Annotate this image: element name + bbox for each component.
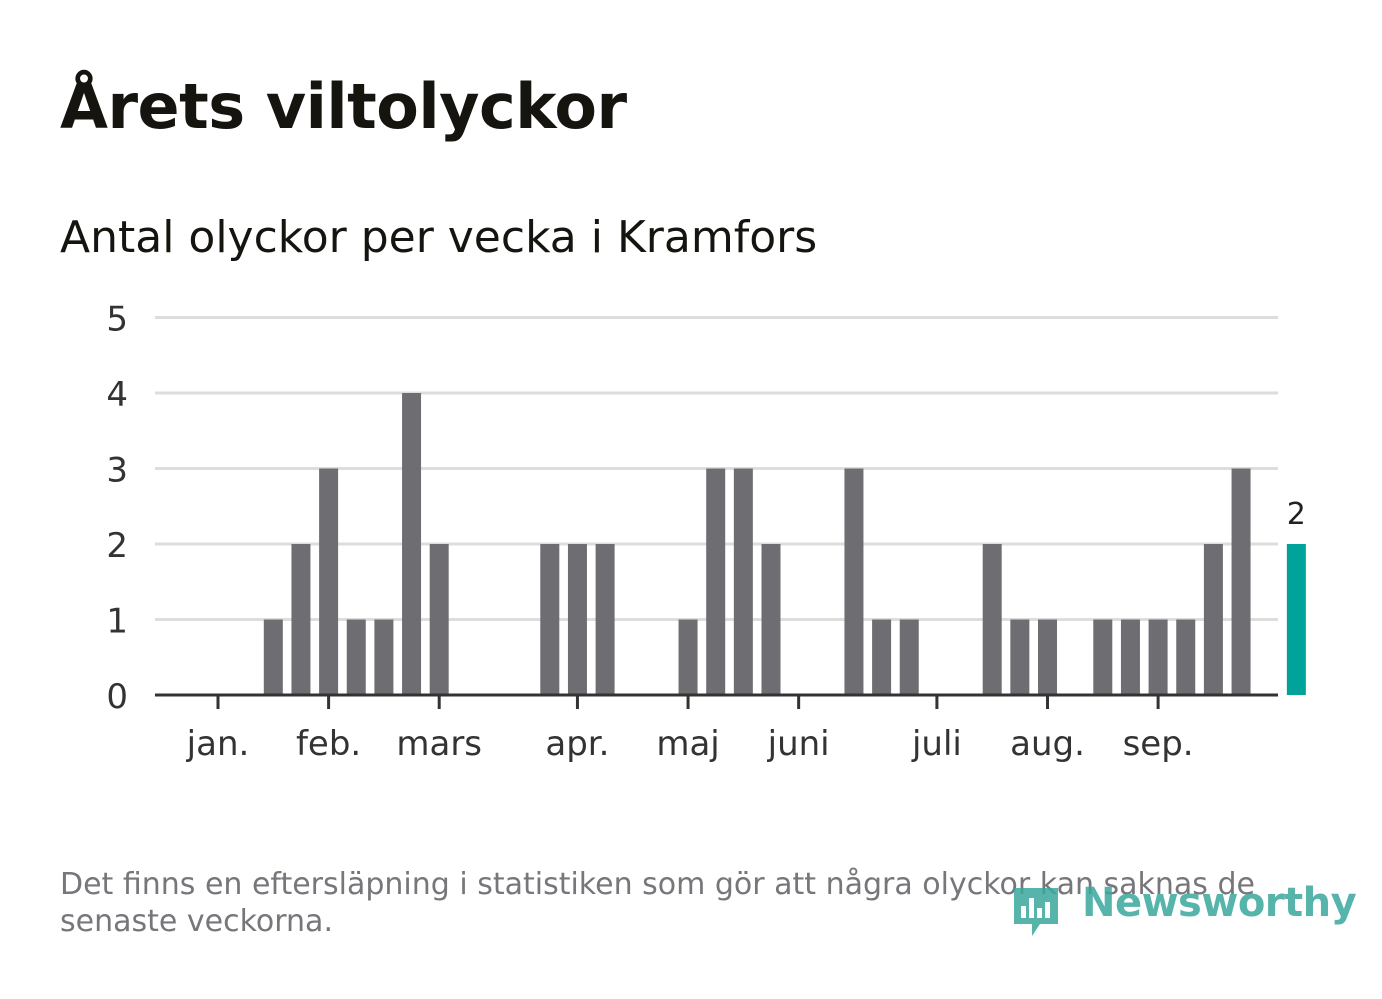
data-label: 2 [1287, 497, 1306, 532]
bar [1203, 544, 1223, 695]
bar [706, 468, 726, 695]
brand-name: Newsworthy [1082, 880, 1357, 926]
bars [263, 393, 1306, 695]
bar [540, 544, 560, 695]
y-tick-label: 5 [106, 300, 128, 340]
bar [982, 544, 1002, 695]
bar [899, 619, 919, 695]
bar [595, 544, 615, 695]
bar [1093, 619, 1113, 695]
y-tick-label: 0 [106, 677, 128, 717]
newsworthy-logo: Newsworthy [1010, 878, 1357, 944]
bar [733, 468, 753, 695]
bar [1120, 619, 1140, 695]
y-tick-label: 1 [106, 602, 128, 642]
bar [1010, 619, 1030, 695]
bar [844, 468, 864, 695]
bar [319, 468, 339, 695]
bar [1038, 619, 1057, 695]
bar [1148, 619, 1168, 695]
chart-title: Årets viltolyckor [60, 70, 627, 143]
bar [567, 544, 587, 695]
bar [761, 544, 781, 695]
bar-highlight [1286, 544, 1306, 695]
y-tick-label: 2 [106, 526, 128, 566]
labels: 0 1 2 3 4 5 2 jan. feb. mars apr. maj juni juli aug. se… [106, 300, 1306, 765]
x-tick-label: juli [911, 724, 962, 764]
y-tick-label: 4 [106, 375, 128, 415]
bar-chart: 0 1 2 3 4 5 2 jan. feb. mars apr. maj juni juli aug. se… [106, 300, 1306, 765]
bar [678, 619, 698, 695]
chart-subtitle: Antal olyckor per vecka i Kramfors [60, 212, 818, 263]
x-tick-label: maj [656, 724, 719, 764]
y-tick-label: 3 [106, 451, 128, 491]
bar [1176, 619, 1196, 695]
bar [346, 619, 366, 695]
x-tick-label: feb. [296, 724, 361, 764]
x-tick-label: juni [767, 724, 830, 764]
bar [872, 619, 892, 695]
x-tick-label: aug. [1010, 724, 1085, 764]
bar [402, 393, 422, 695]
x-tick-label: jan. [186, 724, 250, 764]
bar [291, 544, 311, 695]
bar [374, 619, 394, 695]
bar [263, 619, 283, 695]
x-tick-label: mars [396, 724, 482, 764]
axes [155, 693, 1278, 709]
bar [429, 544, 449, 695]
x-tick-label: sep. [1123, 724, 1194, 764]
x-tick-label: apr. [545, 724, 609, 764]
bar [1231, 468, 1251, 695]
bar-chart-speech-bubble-icon [1014, 888, 1058, 936]
